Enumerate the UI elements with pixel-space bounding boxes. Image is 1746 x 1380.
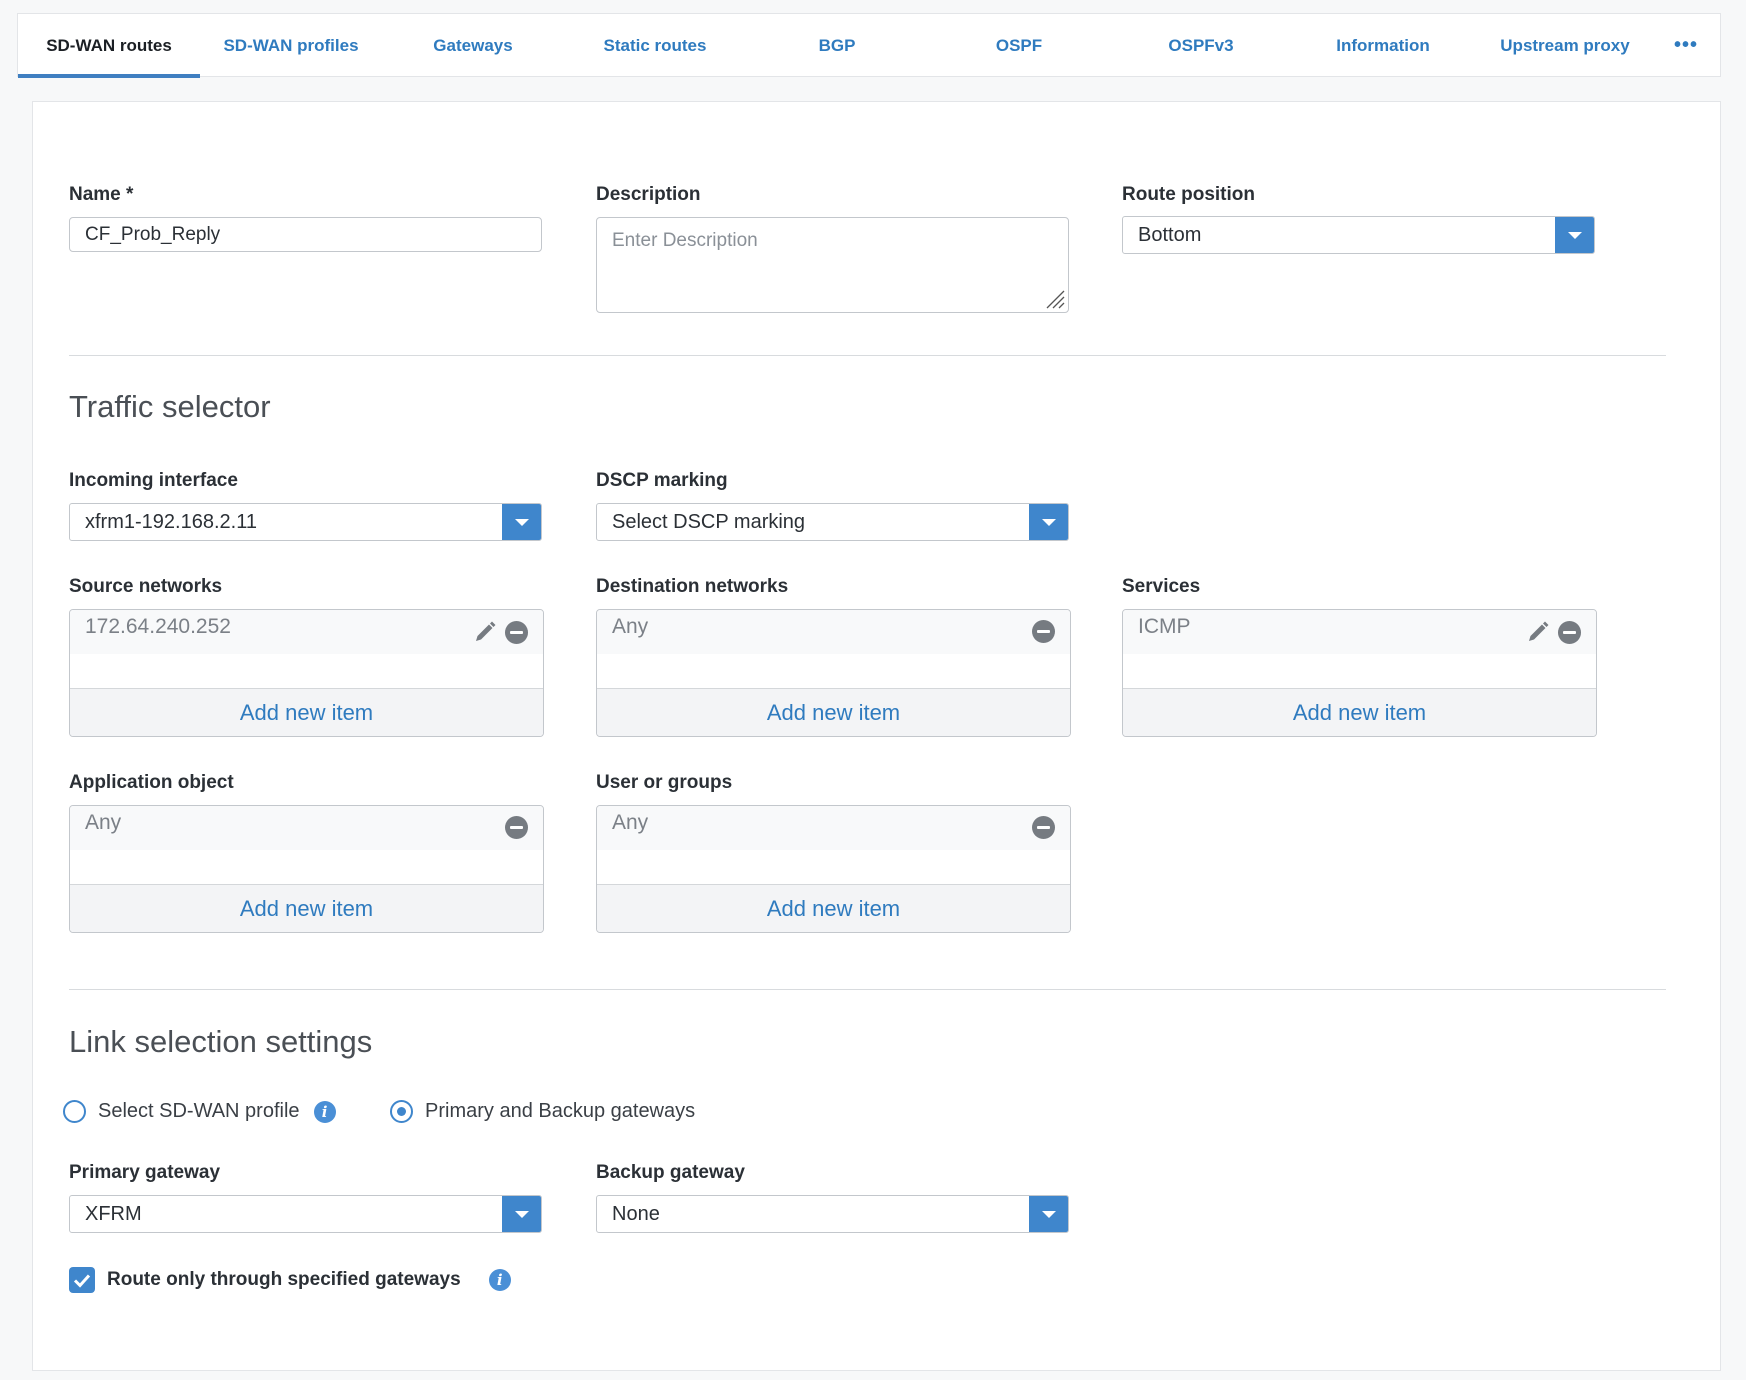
services-list: ICMP Add new item xyxy=(1122,609,1597,737)
chevron-down-icon[interactable] xyxy=(1555,217,1594,253)
add-new-item-button[interactable]: Add new item xyxy=(70,688,543,736)
divider xyxy=(69,355,1666,356)
dscp-value: Select DSCP marking xyxy=(612,510,806,533)
incoming-interface-value: xfrm1-192.168.2.11 xyxy=(85,510,257,533)
incoming-interface-label: Incoming interface xyxy=(69,470,238,491)
list-item: Any xyxy=(597,610,1070,654)
tab-ospf[interactable]: OSPF xyxy=(995,35,1043,55)
backup-gateway-select[interactable]: None xyxy=(596,1195,1069,1233)
tab-information[interactable]: Information xyxy=(1336,35,1430,55)
more-tabs-icon[interactable]: ••• xyxy=(1673,34,1698,56)
description-placeholder: Enter Description xyxy=(612,230,758,251)
radio-button-selected[interactable] xyxy=(390,1100,413,1123)
traffic-selector-heading: Traffic selector xyxy=(69,389,271,424)
list-item-label: Any xyxy=(612,811,649,834)
radio-label: Primary and Backup gateways xyxy=(425,1100,696,1122)
add-new-item-button[interactable]: Add new item xyxy=(597,688,1070,736)
user-groups-label: User or groups xyxy=(596,772,733,793)
backup-gateway-value: None xyxy=(612,1202,660,1225)
application-object-list: Any Add new item xyxy=(69,805,544,933)
source-networks-label: Source networks xyxy=(69,576,223,597)
source-networks-list: 172.64.240.252 Add new item xyxy=(69,609,544,737)
description-label: Description xyxy=(596,184,701,205)
tab-gateways[interactable]: Gateways xyxy=(433,35,513,55)
chevron-down-icon[interactable] xyxy=(1029,504,1068,540)
list-item-label: Any xyxy=(612,615,649,638)
primary-gateway-select[interactable]: XFRM xyxy=(69,1195,542,1233)
add-new-item-button[interactable]: Add new item xyxy=(70,884,543,932)
list-item-label: ICMP xyxy=(1138,615,1191,638)
name-label: Name * xyxy=(69,184,134,205)
resize-handle-icon[interactable] xyxy=(1043,287,1065,309)
link-selection-heading: Link selection settings xyxy=(69,1024,373,1059)
info-icon[interactable]: i xyxy=(488,1269,511,1291)
application-object-label: Application object xyxy=(69,772,234,793)
list-item: Any xyxy=(70,806,543,850)
radio-sdwan-profile[interactable]: Select SD-WAN profile i xyxy=(63,1100,336,1123)
route-only-checkbox-row[interactable]: Route only through specified gateways i xyxy=(69,1267,511,1293)
user-groups-list: Any Add new item xyxy=(596,805,1071,933)
list-item: Any xyxy=(597,806,1070,850)
services-label: Services xyxy=(1122,576,1201,597)
description-textarea[interactable]: Enter Description xyxy=(596,217,1069,313)
destination-networks-label: Destination networks xyxy=(596,576,789,597)
incoming-interface-select[interactable]: xfrm1-192.168.2.11 xyxy=(69,503,542,541)
primary-gateway-value: XFRM xyxy=(85,1202,142,1225)
radio-label: Select SD-WAN profile xyxy=(98,1100,300,1122)
divider xyxy=(69,989,1666,990)
list-item-label: Any xyxy=(85,811,122,834)
checkbox-checked-icon[interactable] xyxy=(69,1267,95,1293)
list-item: 172.64.240.252 xyxy=(70,610,543,654)
tab-upstream-proxy[interactable]: Upstream proxy xyxy=(1500,35,1630,55)
radio-button[interactable] xyxy=(63,1100,86,1123)
add-new-item-button[interactable]: Add new item xyxy=(1123,688,1596,736)
pencil-icon[interactable] xyxy=(1526,620,1550,644)
dscp-select[interactable]: Select DSCP marking xyxy=(596,503,1069,541)
remove-icon[interactable] xyxy=(1032,816,1055,839)
chevron-down-icon[interactable] xyxy=(502,1196,541,1232)
backup-gateway-label: Backup gateway xyxy=(596,1162,745,1183)
dscp-label: DSCP marking xyxy=(596,470,728,491)
radio-primary-backup[interactable]: Primary and Backup gateways xyxy=(390,1100,695,1123)
tab-bgp[interactable]: BGP xyxy=(818,35,856,55)
destination-networks-list: Any Add new item xyxy=(596,609,1071,737)
tab-ospfv3[interactable]: OSPFv3 xyxy=(1168,35,1234,55)
tab-static-routes[interactable]: Static routes xyxy=(603,35,707,55)
add-new-item-button[interactable]: Add new item xyxy=(597,884,1070,932)
route-form-panel: Name * CF_Prob_Reply Description Enter D… xyxy=(32,101,1721,1371)
tab-bar: SD-WAN routes SD-WAN profiles Gateways S… xyxy=(17,13,1721,78)
remove-icon[interactable] xyxy=(505,816,528,839)
info-icon[interactable]: i xyxy=(313,1100,336,1123)
route-position-value: Bottom xyxy=(1138,223,1202,246)
remove-icon[interactable] xyxy=(505,620,528,644)
remove-icon[interactable] xyxy=(1558,620,1581,644)
chevron-down-icon[interactable] xyxy=(502,504,541,540)
tab-sdwan-routes[interactable]: SD-WAN routes xyxy=(18,14,200,78)
remove-icon[interactable] xyxy=(1032,620,1055,643)
list-item: ICMP xyxy=(1123,610,1596,654)
chevron-down-icon[interactable] xyxy=(1029,1196,1068,1232)
pencil-icon[interactable] xyxy=(473,620,497,644)
route-position-label: Route position xyxy=(1122,184,1255,205)
tab-sdwan-profiles[interactable]: SD-WAN profiles xyxy=(223,35,359,55)
primary-gateway-label: Primary gateway xyxy=(69,1162,221,1183)
list-item-label: 172.64.240.252 xyxy=(85,615,231,638)
route-only-label: Route only through specified gateways xyxy=(107,1269,461,1290)
name-input[interactable]: CF_Prob_Reply xyxy=(69,217,542,252)
route-position-select[interactable]: Bottom xyxy=(1122,216,1595,254)
